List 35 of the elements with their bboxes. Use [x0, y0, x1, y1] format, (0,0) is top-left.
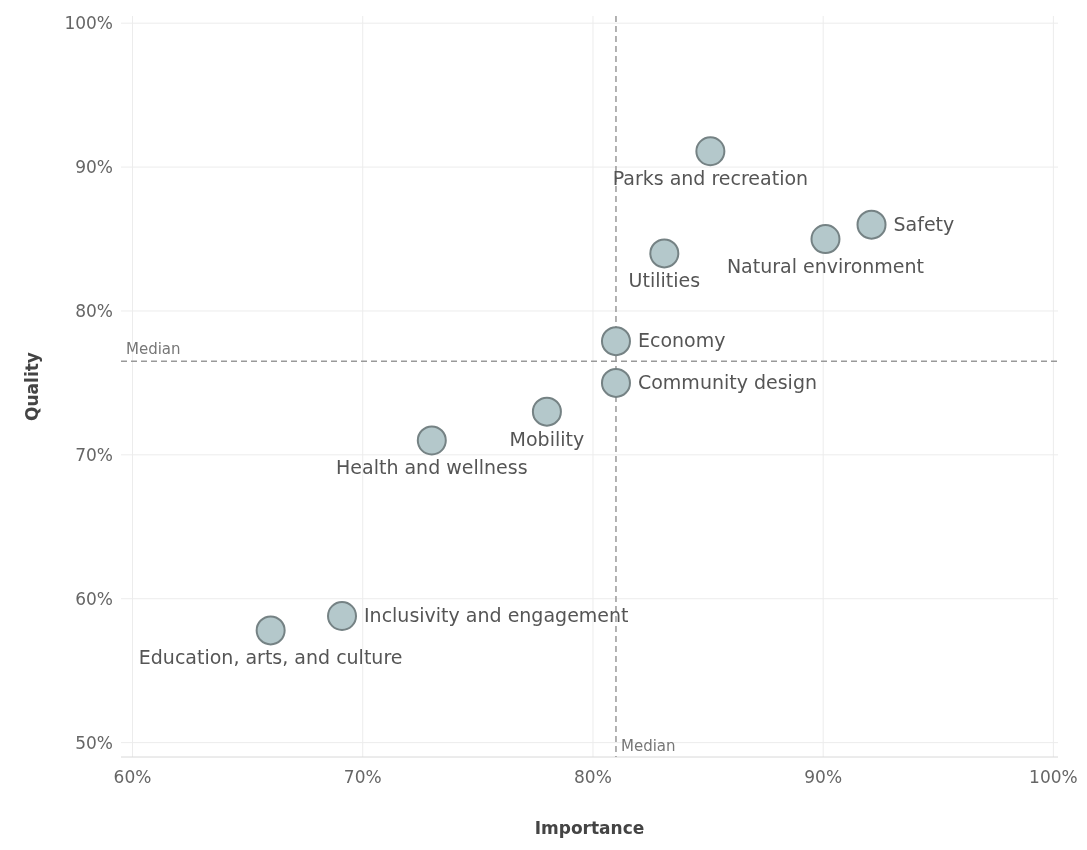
series-label: Parks and recreation: [612, 167, 809, 190]
point: [649, 238, 680, 269]
series-label: Natural environment: [726, 255, 925, 278]
y-tick-label: 50%: [75, 732, 113, 753]
series-label: Utilities: [628, 269, 701, 292]
point: [255, 615, 286, 646]
point: [327, 600, 358, 631]
x-tick-label: 60%: [113, 767, 152, 787]
point: [810, 224, 841, 255]
y-tick-label: 80%: [75, 300, 113, 321]
series-label: Economy: [637, 329, 726, 352]
x-tick-label: 100%: [1029, 767, 1078, 787]
y-tick-label: 90%: [75, 157, 113, 178]
series-label: Community design: [637, 370, 818, 393]
point: [600, 326, 631, 357]
y-tick-label: 60%: [75, 588, 113, 609]
x-tick-label: 90%: [804, 767, 843, 787]
ref-line-label: Median: [126, 340, 181, 359]
series-label: Education, arts, and culture: [138, 646, 403, 669]
x-tick-label: 70%: [343, 767, 382, 787]
y-axis-title: Quality: [22, 352, 42, 421]
series-label: Health and wellness: [336, 456, 528, 479]
series-label: Inclusivity and engagement: [364, 603, 629, 626]
ref-line-label: Median: [620, 737, 676, 755]
point: [416, 425, 447, 456]
y-tick-label: 100%: [64, 13, 113, 34]
series-label: Safety: [893, 212, 955, 235]
point: [531, 396, 562, 427]
x-axis-title: Importance: [534, 818, 645, 838]
x-tick-label: 80%: [574, 767, 612, 787]
series-label: Mobility: [509, 427, 585, 450]
y-tick-label: 70%: [75, 444, 113, 465]
point: [600, 367, 631, 398]
point: [856, 209, 887, 240]
point: [695, 136, 726, 167]
